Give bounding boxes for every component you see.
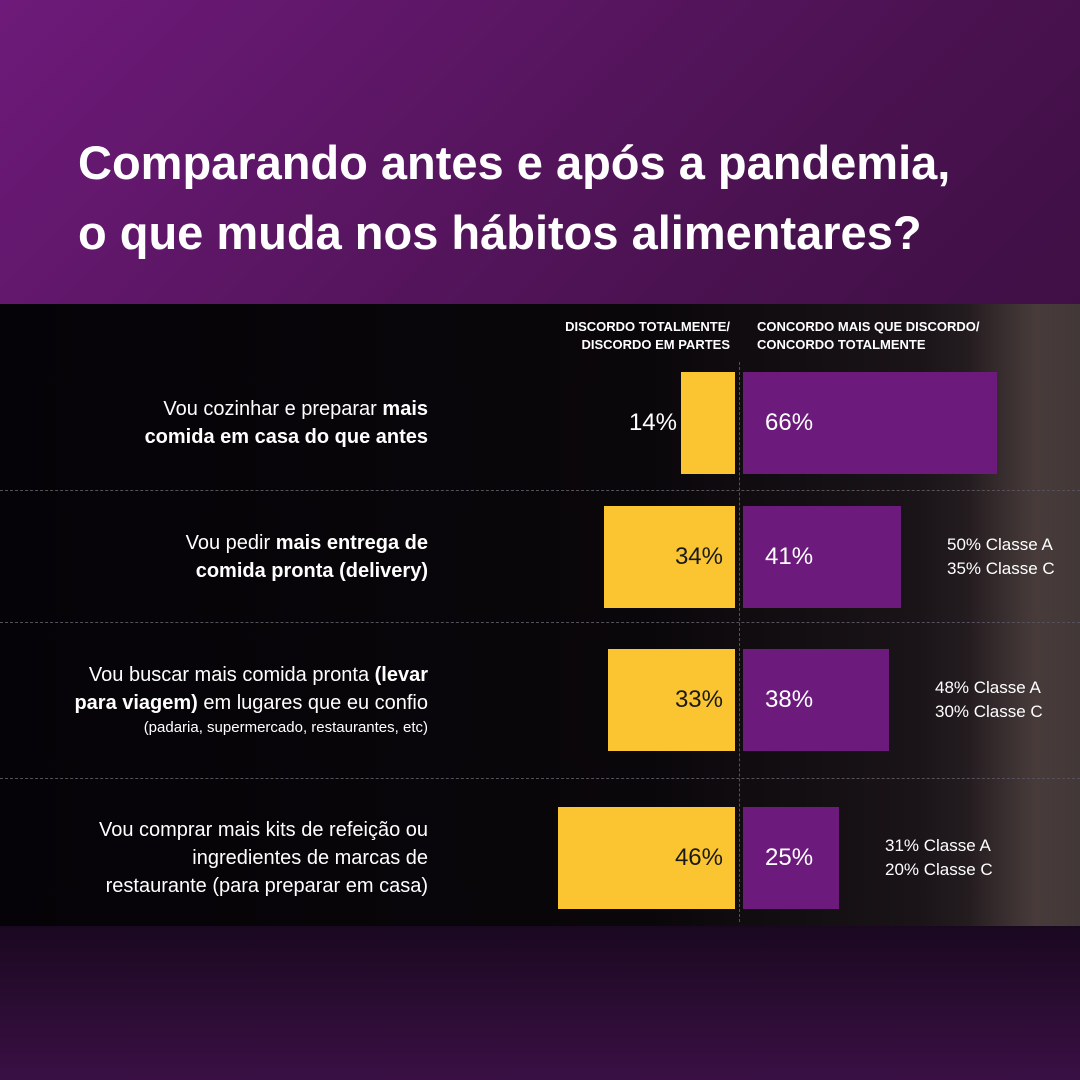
value-agree-3: 38% bbox=[765, 686, 814, 713]
header-agree: CONCORDO MAIS QUE DISCORDO/ CONCORDO TOT… bbox=[757, 318, 1047, 354]
bottom-band bbox=[0, 926, 1080, 1080]
header-disagree: DISCORDO TOTALMENTE/ DISCORDO EM PARTES bbox=[510, 318, 730, 354]
value-disagree-4: 46% bbox=[674, 844, 723, 871]
header-agree-line-1: CONCORDO MAIS QUE DISCORDO/ bbox=[757, 319, 980, 334]
value-agree-2: 41% bbox=[765, 543, 814, 570]
value-disagree-3: 33% bbox=[674, 686, 723, 713]
class-note-2-1: 50% Classe A bbox=[947, 535, 1053, 554]
value-disagree-2: 34% bbox=[674, 543, 723, 570]
bar-agree-3 bbox=[743, 649, 889, 751]
title-line-2: o que muda nos hábitos alimentares? bbox=[78, 206, 922, 259]
row-label-3: Vou buscar mais comida pronta (levar para… bbox=[74, 664, 428, 736]
row-label-4: Vou comprar mais kits de refeição ou ingr… bbox=[98, 819, 428, 897]
bar-agree-1 bbox=[743, 372, 997, 474]
chart-panel: DISCORDO TOTALMENTE/ DISCORDO EM PARTES … bbox=[0, 304, 1080, 926]
bar-agree-4 bbox=[743, 807, 839, 909]
class-breakdown-4: 31% Classe A 20% Classe C bbox=[885, 834, 993, 882]
header-agree-line-2: CONCORDO TOTALMENTE bbox=[757, 337, 926, 352]
value-disagree-1: 14% bbox=[628, 409, 677, 436]
class-note-3-1: 48% Classe A bbox=[935, 678, 1041, 697]
header-disagree-line-2: DISCORDO EM PARTES bbox=[581, 337, 730, 352]
page-title: Comparando antes e após a pandemia, o qu… bbox=[78, 128, 1038, 268]
bar-disagree-1 bbox=[681, 372, 735, 474]
value-agree-4: 25% bbox=[765, 844, 814, 871]
class-note-4-2: 20% Classe C bbox=[885, 860, 993, 879]
row-divider-1 bbox=[0, 490, 1080, 491]
bar-agree-2 bbox=[743, 506, 901, 608]
center-axis bbox=[739, 362, 740, 922]
value-agree-1: 66% bbox=[765, 409, 814, 436]
row-label-2: Vou pedir mais entrega de comida pronta (… bbox=[185, 532, 428, 582]
row-divider-2 bbox=[0, 622, 1080, 623]
class-note-2-2: 35% Classe C bbox=[947, 559, 1055, 578]
header-disagree-line-1: DISCORDO TOTALMENTE/ bbox=[565, 319, 730, 334]
bar-disagree-3 bbox=[608, 649, 735, 751]
class-note-4-1: 31% Classe A bbox=[885, 836, 991, 855]
class-note-3-2: 30% Classe C bbox=[935, 702, 1043, 721]
title-line-1: Comparando antes e após a pandemia, bbox=[78, 136, 951, 189]
row-label-1: Vou cozinhar e preparar mais comida em ca… bbox=[144, 398, 428, 448]
bar-disagree-2 bbox=[604, 506, 735, 608]
bar-disagree-4 bbox=[558, 807, 735, 909]
class-breakdown-3: 48% Classe A 30% Classe C bbox=[935, 676, 1043, 724]
class-breakdown-2: 50% Classe A 35% Classe C bbox=[947, 533, 1055, 581]
row-divider-3 bbox=[0, 778, 1080, 779]
